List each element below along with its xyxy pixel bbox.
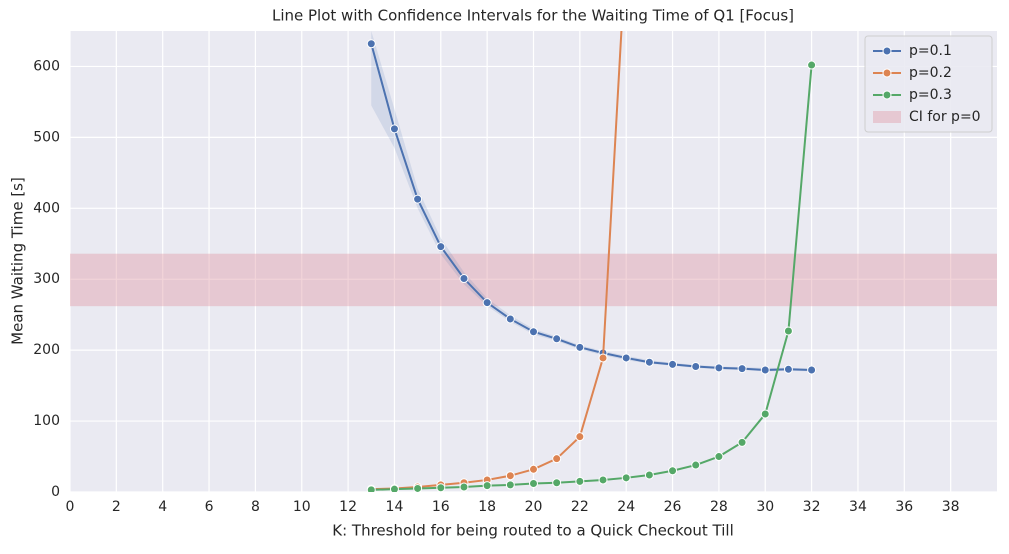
data-point bbox=[714, 452, 724, 462]
data-point bbox=[668, 466, 678, 476]
data-point bbox=[366, 39, 376, 49]
data-point bbox=[621, 353, 631, 363]
x-axis-label: K: Threshold for being routed to a Quick… bbox=[332, 522, 734, 540]
x-tick-label: 38 bbox=[942, 499, 960, 515]
y-tick-label: 0 bbox=[51, 484, 60, 500]
data-point bbox=[737, 437, 747, 447]
data-point bbox=[529, 478, 538, 488]
data-point bbox=[691, 361, 701, 371]
y-tick-label: 400 bbox=[33, 200, 60, 216]
data-point bbox=[366, 485, 376, 492]
data-point bbox=[621, 473, 631, 483]
data-point bbox=[575, 432, 585, 442]
x-tick-label: 16 bbox=[432, 499, 450, 515]
data-point bbox=[459, 482, 469, 492]
x-tick-label: 30 bbox=[756, 499, 774, 515]
data-point bbox=[783, 364, 793, 374]
data-point bbox=[598, 353, 608, 363]
x-tick-label: 0 bbox=[66, 499, 75, 515]
y-tick-label: 600 bbox=[33, 58, 60, 74]
data-point bbox=[807, 60, 817, 70]
data-point bbox=[482, 481, 492, 491]
x-tick-label: 20 bbox=[525, 499, 543, 515]
x-tick-label: 36 bbox=[895, 499, 913, 515]
x-tick-label: 28 bbox=[710, 499, 728, 515]
legend-box bbox=[864, 35, 993, 133]
chart-title: Line Plot with Confidence Intervals for … bbox=[272, 7, 794, 25]
y-tick-label: 200 bbox=[33, 342, 60, 358]
data-point bbox=[760, 365, 770, 375]
x-tick-label: 4 bbox=[158, 499, 167, 515]
ci-band bbox=[70, 253, 997, 307]
data-point bbox=[413, 483, 423, 492]
data-point bbox=[505, 314, 515, 324]
data-point bbox=[529, 327, 538, 337]
legend-swatch bbox=[873, 111, 901, 123]
data-point bbox=[598, 475, 608, 485]
legend-label: CI for p=0 bbox=[909, 109, 981, 125]
data-point bbox=[714, 363, 724, 373]
y-tick-label: 100 bbox=[33, 413, 60, 429]
data-point bbox=[668, 359, 678, 369]
data-point bbox=[552, 334, 562, 344]
x-tick-label: 26 bbox=[664, 499, 682, 515]
legend-marker bbox=[882, 68, 892, 78]
data-point bbox=[552, 478, 562, 488]
data-point bbox=[389, 124, 399, 134]
data-point bbox=[529, 464, 538, 474]
legend-label: p=0.3 bbox=[909, 87, 952, 103]
legend-marker bbox=[882, 46, 892, 56]
y-axis-label: Mean Waiting Time [s] bbox=[9, 177, 27, 345]
data-point bbox=[552, 454, 562, 464]
x-tick-label: 2 bbox=[112, 499, 121, 515]
x-tick-label: 34 bbox=[849, 499, 867, 515]
data-point bbox=[505, 480, 515, 490]
x-tick-label: 8 bbox=[251, 499, 260, 515]
data-point bbox=[644, 470, 654, 480]
data-point bbox=[505, 471, 515, 481]
x-tick-label: 12 bbox=[339, 499, 357, 515]
data-point bbox=[575, 342, 585, 352]
x-tick-label: 10 bbox=[293, 499, 311, 515]
x-tick-label: 32 bbox=[803, 499, 821, 515]
data-point bbox=[459, 274, 469, 284]
data-point bbox=[783, 326, 793, 336]
y-tick-label: 300 bbox=[33, 271, 60, 287]
data-point bbox=[389, 484, 399, 492]
y-tick-label: 500 bbox=[33, 129, 60, 145]
legend-label: p=0.1 bbox=[909, 43, 952, 59]
x-tick-label: 6 bbox=[205, 499, 214, 515]
data-point bbox=[691, 460, 701, 470]
data-point bbox=[436, 483, 446, 492]
x-tick-label: 24 bbox=[617, 499, 635, 515]
data-point bbox=[575, 476, 585, 486]
data-point bbox=[413, 194, 423, 204]
data-point bbox=[737, 364, 747, 374]
data-point bbox=[482, 298, 492, 308]
legend-marker bbox=[882, 90, 892, 100]
data-point bbox=[807, 365, 817, 375]
x-tick-label: 14 bbox=[386, 499, 404, 515]
x-tick-label: 18 bbox=[478, 499, 496, 515]
x-tick-label: 22 bbox=[571, 499, 589, 515]
data-point bbox=[760, 409, 770, 419]
legend-label: p=0.2 bbox=[909, 65, 952, 81]
data-point bbox=[644, 357, 654, 367]
data-point bbox=[436, 242, 446, 252]
plot-content bbox=[70, 31, 997, 492]
